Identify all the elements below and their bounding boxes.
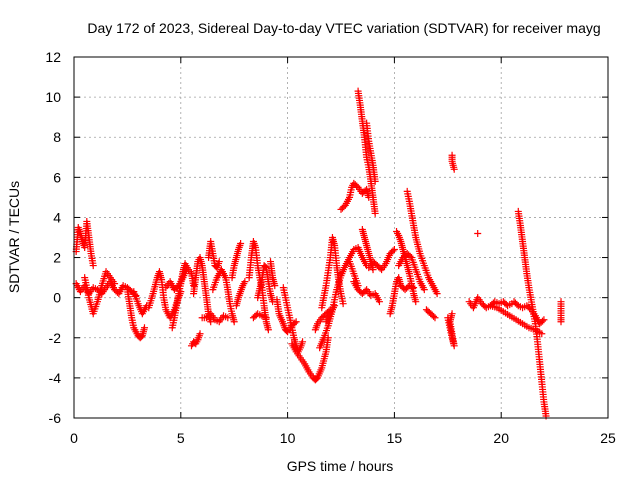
series-arc-h bbox=[168, 260, 191, 332]
series-arc-u bbox=[279, 284, 307, 356]
data-point bbox=[375, 298, 383, 306]
series-arc-c bbox=[81, 268, 119, 318]
data-point bbox=[448, 310, 456, 318]
data-point bbox=[207, 318, 215, 326]
data-point bbox=[474, 229, 482, 237]
data-point bbox=[261, 263, 269, 271]
series-arc-a bbox=[72, 217, 97, 270]
series-arc-aj bbox=[403, 187, 441, 298]
data-point bbox=[140, 324, 148, 332]
series-arc-ad bbox=[354, 87, 379, 217]
x-tick-label: 25 bbox=[600, 430, 616, 446]
y-axis-title: SDTVAR / TECUs bbox=[6, 181, 22, 293]
data-point bbox=[237, 240, 245, 248]
axis-ticks: 0 5 10 15 20 25 -6 -4 -2 0 2 4 6 8 10 12 bbox=[45, 49, 616, 446]
data-point bbox=[557, 318, 565, 326]
y-tick-label: 2 bbox=[53, 250, 61, 266]
series-arc-z bbox=[322, 302, 339, 326]
data-point bbox=[241, 278, 249, 286]
series-arc-aa bbox=[337, 179, 373, 213]
y-tick-label: 0 bbox=[53, 290, 61, 306]
x-tick-label: 15 bbox=[387, 430, 403, 446]
series-arc-ak bbox=[395, 250, 428, 294]
series-arc-aq bbox=[487, 302, 546, 338]
data-point bbox=[420, 286, 428, 294]
series-arc-ae bbox=[363, 119, 379, 185]
data-point bbox=[271, 282, 279, 290]
y-tick-label: 6 bbox=[53, 169, 61, 185]
series-arc-i bbox=[187, 330, 204, 350]
data-point bbox=[215, 258, 223, 266]
data-point bbox=[390, 246, 398, 254]
data-point bbox=[412, 298, 420, 306]
data-point bbox=[389, 247, 397, 255]
y-tick-label: -4 bbox=[49, 370, 62, 386]
series-arc-ac bbox=[350, 278, 383, 306]
series-arc-as bbox=[510, 298, 548, 328]
data-point bbox=[111, 280, 119, 288]
plot-frame bbox=[73, 56, 609, 419]
series-arc-o bbox=[232, 278, 249, 310]
data-point bbox=[137, 333, 145, 341]
series-arc-ao bbox=[474, 229, 482, 237]
series-arc-q bbox=[254, 262, 277, 306]
data-point bbox=[513, 300, 521, 308]
data-point bbox=[230, 318, 238, 326]
data-point bbox=[371, 177, 379, 185]
y-tick-label: 4 bbox=[53, 209, 61, 225]
data-point bbox=[262, 314, 270, 322]
data-point bbox=[292, 318, 300, 326]
series-arc-s bbox=[249, 310, 270, 322]
data-point bbox=[183, 264, 191, 272]
series-arc-n bbox=[228, 240, 245, 282]
y-tick-label: 12 bbox=[45, 49, 61, 65]
x-tick-label: 10 bbox=[280, 430, 296, 446]
series-arc-k bbox=[198, 310, 232, 326]
data-point bbox=[89, 262, 97, 270]
series-arc-f bbox=[145, 268, 185, 322]
data-point bbox=[369, 266, 377, 274]
series-arc-l bbox=[205, 238, 223, 272]
data-point bbox=[431, 314, 439, 322]
data-point bbox=[450, 165, 458, 173]
data-marks bbox=[72, 87, 565, 420]
data-point bbox=[430, 312, 438, 320]
series-arc-ag bbox=[365, 246, 398, 274]
data-point bbox=[264, 326, 272, 334]
y-tick-label: 10 bbox=[45, 89, 61, 105]
series-arc-e bbox=[130, 288, 151, 318]
chart-title: Day 172 of 2023, Sidereal Day-to-day VTE… bbox=[87, 20, 600, 36]
series-arc-v bbox=[288, 334, 332, 384]
series-arc-m bbox=[209, 266, 238, 326]
series-arc-al bbox=[422, 306, 439, 322]
series-arc-ah bbox=[386, 274, 418, 318]
series-arc-an bbox=[448, 151, 458, 173]
data-point bbox=[339, 300, 347, 308]
x-axis-title: GPS time / hours bbox=[287, 458, 394, 474]
y-tick-label: -6 bbox=[49, 410, 62, 426]
series-arc-ai bbox=[393, 227, 420, 306]
series-arc-am bbox=[444, 310, 458, 350]
series-arc-d bbox=[123, 286, 148, 342]
data-point bbox=[406, 252, 414, 260]
series-arc-y bbox=[318, 234, 347, 312]
data-point bbox=[433, 290, 441, 298]
x-tick-label: 5 bbox=[177, 430, 185, 446]
data-point bbox=[540, 316, 548, 324]
y-tick-label: 8 bbox=[53, 129, 61, 145]
data-point bbox=[371, 209, 379, 217]
series-arc-r bbox=[267, 258, 279, 290]
series-arc-w bbox=[311, 306, 334, 334]
y-tick-label: -2 bbox=[49, 330, 62, 346]
data-point bbox=[196, 330, 204, 338]
x-tick-label: 0 bbox=[70, 430, 78, 446]
series-arc-at bbox=[557, 298, 565, 326]
x-tick-label: 20 bbox=[493, 430, 509, 446]
data-point bbox=[299, 338, 307, 346]
data-point bbox=[538, 317, 546, 325]
data-point bbox=[331, 302, 339, 310]
